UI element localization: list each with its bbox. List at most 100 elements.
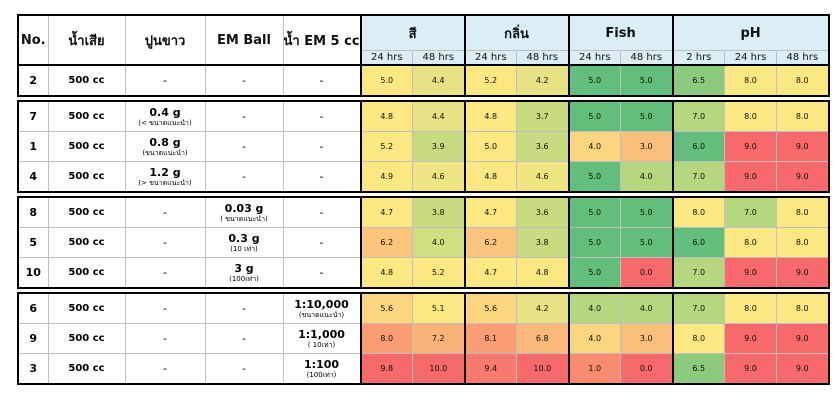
ph-value-cell: 9.0 [724, 161, 778, 193]
lime-cell: 0.4 g (< ขนาดแนะนำ) [124, 100, 206, 132]
ph-value-cell: 9.0 [776, 131, 830, 162]
results-table: No. น้ำเสีย ปูนขาว EM Ball น้ำ EM 5 cc ส… [17, 14, 830, 385]
table-row: 9 500 cc - -1:1,000( 10เท่า) 8.0 7.2 8.1 6.8 4.0… [17, 323, 830, 354]
lime-cell: - [124, 292, 206, 324]
wastewater-cell: 500 cc [47, 292, 126, 324]
row-number: 1 [17, 131, 49, 162]
lime-amount: - [163, 332, 167, 345]
em-water-cell: - [282, 131, 362, 162]
wastewater-cell: 500 cc [47, 353, 126, 385]
lime-cell: - [124, 323, 206, 354]
ph-value-cell: 8.0 [776, 100, 830, 132]
em-water-note: (100เท่า) [306, 370, 337, 379]
row-number: 7 [17, 100, 49, 132]
ph-value-cell: 8.0 [671, 323, 726, 354]
odor-value-cell: 5.2 [463, 64, 518, 97]
color-value-cell: 4.9 [359, 161, 414, 193]
ph-value-cell: 7.0 [724, 196, 778, 228]
odor-value-cell: 8.1 [463, 323, 518, 354]
odor-value-cell: 4.8 [516, 257, 570, 289]
lime-amount: - [163, 74, 167, 87]
color-value-cell: 4.8 [359, 257, 414, 289]
ph-value-cell: 9.0 [724, 353, 778, 385]
color-value-cell: 4.4 [412, 100, 466, 132]
fish-value-cell: 5.0 [567, 161, 622, 193]
lime-amount: - [163, 302, 167, 315]
em-water-cell: - [282, 100, 362, 132]
color-value-cell: 4.7 [359, 196, 414, 228]
ph-value-cell: 9.0 [776, 353, 830, 385]
table-body: 2 500 cc - - -5.0 4.4 5.2 4.2 5.0 5.0 6.5 8.0 8.0 7 50… [17, 64, 830, 385]
table-row: 1 500 cc 0.8 g (ขนาดแนะนำ) - -5.2 3.9 5.0 3.6 4.0… [17, 131, 830, 162]
table-row: 10 500 cc -3 g (100เท่า) -4.8 5.2 4.7 4.8 5.0 0.0… [17, 257, 830, 289]
odor-value-cell: 3.8 [516, 227, 570, 258]
fish-value-cell: 4.0 [567, 292, 622, 324]
em-ball-cell: - [204, 100, 284, 132]
em-water-cell: 1:10,000 (ขนาดแนะนำ) [282, 292, 362, 324]
ph-value-cell: 7.0 [671, 161, 726, 193]
results-table-container: No. น้ำเสีย ปูนขาว EM Ball น้ำ EM 5 cc ส… [17, 14, 830, 385]
odor-value-cell: 5.6 [463, 292, 518, 324]
em-water-cell: 1:1,000( 10เท่า) [282, 323, 362, 354]
fish-value-cell: 4.0 [567, 323, 622, 354]
odor-value-cell: 10.0 [516, 353, 570, 385]
lime-cell: - [124, 196, 206, 228]
fish-value-cell: 4.0 [620, 161, 674, 193]
ph-value-cell: 8.0 [776, 227, 830, 258]
table-row: 6 500 cc - -1:10,000 (ขนาดแนะนำ) 5.6 5.1 5.6 4.2… [17, 292, 830, 324]
em-water-amount: 1:100 [304, 357, 340, 371]
fish-value-cell: 0.0 [620, 353, 674, 385]
em-ball-amount: - [242, 74, 246, 87]
em-water-note: ( 10เท่า) [307, 340, 336, 349]
lime-cell: 1.2 g (> ขนาดแนะนำ) [124, 161, 206, 193]
lime-note: (ขนาดแนะนำ) [142, 148, 188, 157]
lime-cell: - [124, 227, 206, 258]
em-water-cell: - [282, 64, 362, 97]
em-water-amount: - [319, 266, 324, 279]
color-value-cell: 8.0 [359, 323, 414, 354]
em-ball-cell: - [204, 323, 284, 354]
wastewater-cell: 500 cc [47, 100, 126, 132]
odor-value-cell: 3.6 [516, 131, 570, 162]
color-value-cell: 4.4 [412, 64, 466, 97]
header-lime: ปูนขาว [124, 14, 206, 66]
em-water-cell: - [282, 227, 362, 258]
em-water-amount: - [319, 140, 324, 153]
em-water-amount: - [319, 110, 324, 123]
ph-value-cell: 9.0 [776, 257, 830, 289]
color-value-cell: 5.2 [359, 131, 414, 162]
subheader-ph-48: 48 hrs [776, 50, 830, 66]
em-ball-amount: - [242, 140, 246, 153]
color-value-cell: 4.6 [412, 161, 466, 193]
ph-value-cell: 8.0 [671, 196, 726, 228]
fish-value-cell: 5.0 [567, 100, 622, 132]
table-row: 5 500 cc -0.3 g (10 เท่า) -6.2 4.0 6.2 3.8 5.0 5.… [17, 227, 830, 258]
color-value-cell: 5.2 [412, 257, 466, 289]
odor-value-cell: 4.2 [516, 64, 570, 97]
fish-value-cell: 0.0 [620, 257, 674, 289]
row-number: 2 [17, 64, 49, 97]
em-ball-amount: - [242, 170, 246, 183]
row-number: 10 [17, 257, 49, 289]
lime-note: (< ขนาดแนะนำ) [138, 118, 192, 127]
em-ball-cell: - [204, 64, 284, 97]
ph-value-cell: 8.0 [724, 100, 778, 132]
fish-value-cell: 5.0 [620, 196, 674, 228]
ph-value-cell: 9.0 [724, 257, 778, 289]
odor-value-cell: 4.6 [516, 161, 570, 193]
subheader-ph-2: 2 hrs [671, 50, 726, 66]
wastewater-cell: 500 cc [47, 64, 126, 97]
wastewater-cell: 500 cc [47, 131, 126, 162]
em-ball-note: ( ขนาดแนะนำ) [220, 214, 268, 223]
lime-amount: 0.4 g [149, 105, 181, 119]
em-ball-note: (10 เท่า) [230, 244, 258, 253]
color-value-cell: 5.1 [412, 292, 466, 324]
odor-value-cell: 4.2 [516, 292, 570, 324]
fish-value-cell: 5.0 [567, 257, 622, 289]
odor-value-cell: 3.6 [516, 196, 570, 228]
row-number: 4 [17, 161, 49, 193]
em-ball-amount: - [242, 362, 246, 375]
em-ball-amount: - [242, 110, 246, 123]
odor-value-cell: 9.4 [463, 353, 518, 385]
header-fish: Fish [567, 14, 674, 51]
